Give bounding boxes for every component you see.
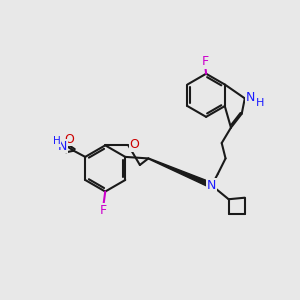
Text: O: O [130,138,140,151]
Text: F: F [100,203,107,217]
Text: F: F [202,55,209,68]
Text: H: H [53,136,61,146]
Text: O: O [64,133,74,146]
Text: N: N [245,91,255,104]
Polygon shape [148,158,213,188]
Text: N: N [207,179,216,192]
Text: H: H [256,98,264,108]
Text: N: N [57,140,67,153]
